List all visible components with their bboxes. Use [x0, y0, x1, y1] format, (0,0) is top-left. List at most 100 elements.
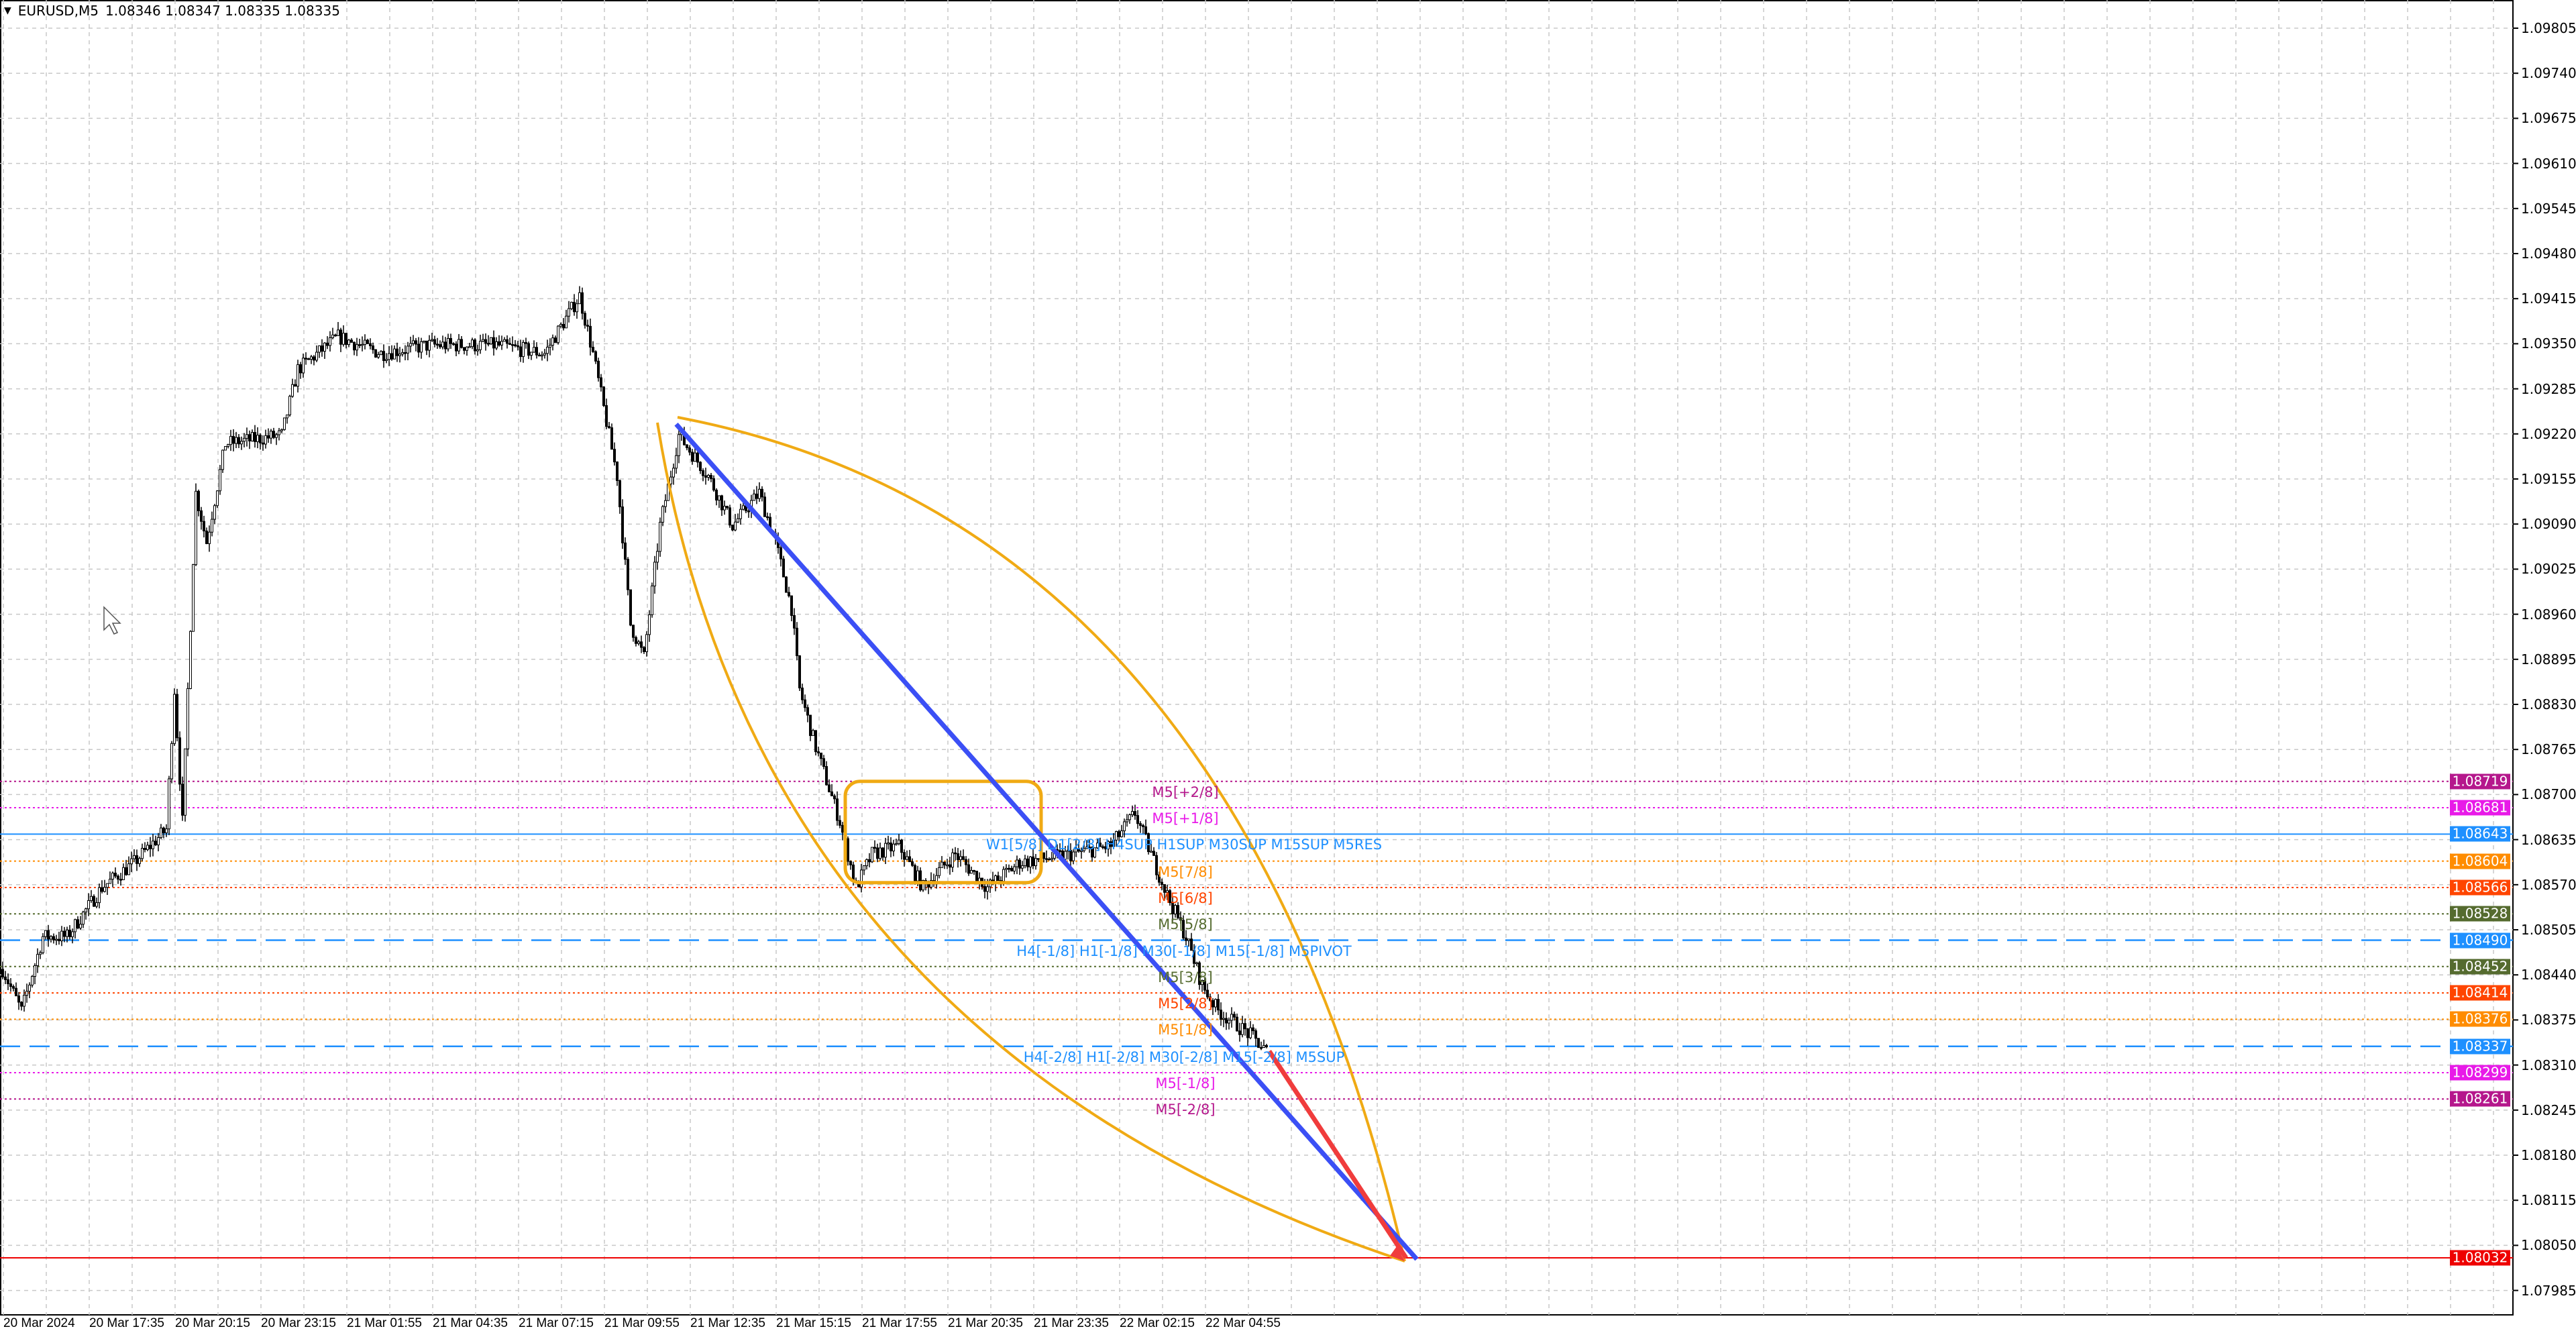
y-tick-label: 1.08830 [2521, 696, 2576, 712]
plot-border [0, 0, 2514, 1316]
candle [568, 301, 570, 323]
candle [519, 339, 522, 362]
candle [1163, 883, 1166, 901]
candle [729, 504, 731, 528]
candle [627, 557, 629, 596]
candle [1214, 998, 1217, 1012]
candle [1260, 1041, 1263, 1051]
candle [248, 430, 251, 449]
candle [315, 345, 318, 362]
candle [1110, 837, 1112, 855]
candle [342, 325, 345, 347]
candle [605, 398, 608, 429]
candle [610, 423, 613, 450]
x-tick-label: 21 Mar 17:55 [862, 1316, 937, 1330]
candle [326, 336, 329, 350]
candle [1051, 851, 1053, 862]
candle [203, 515, 205, 538]
candle [522, 339, 525, 363]
candle [382, 344, 385, 368]
candle [798, 655, 801, 692]
candle [55, 934, 58, 945]
range-box [843, 780, 1043, 885]
candle [313, 355, 315, 366]
candle [830, 784, 833, 796]
candle [1155, 851, 1158, 880]
candle [495, 337, 498, 350]
candle [334, 333, 337, 337]
candle [812, 729, 814, 737]
candle [93, 894, 95, 907]
candle [535, 342, 538, 359]
candle [833, 794, 836, 804]
x-tick-label: 21 Mar 01:55 [347, 1316, 422, 1330]
candle [895, 839, 898, 846]
candle [28, 982, 31, 998]
candle [801, 684, 804, 704]
candle [836, 791, 839, 826]
candle [715, 488, 718, 506]
candle [170, 741, 173, 784]
candle [288, 394, 291, 417]
candle [487, 335, 490, 347]
candle [1080, 847, 1083, 859]
candle [186, 682, 189, 757]
candle [1024, 855, 1026, 869]
candle [967, 858, 970, 876]
candle [951, 848, 954, 872]
candle [178, 731, 181, 792]
candle [138, 856, 141, 867]
candle [865, 858, 868, 870]
candle [1136, 810, 1139, 829]
candle [1252, 1024, 1254, 1035]
candle [356, 337, 358, 356]
candle [584, 311, 586, 329]
price-tag: 1.08261 [2450, 1091, 2510, 1107]
candle [1123, 818, 1126, 838]
candle [718, 495, 720, 508]
candle [471, 337, 474, 350]
candle [817, 746, 820, 757]
candle [761, 486, 763, 502]
candle [235, 431, 237, 449]
candle [1166, 884, 1169, 900]
candle [47, 924, 50, 947]
chart-header: ▼ EURUSD,M5 1.08346 1.08347 1.08335 1.08… [4, 3, 340, 19]
candle [404, 345, 407, 361]
candle [989, 878, 991, 894]
candle [4, 971, 7, 984]
y-tick-label: 1.09285 [2521, 380, 2576, 397]
x-tick-label: 22 Mar 04:55 [1205, 1316, 1281, 1330]
candle [36, 948, 39, 973]
candle [200, 506, 203, 530]
candle [133, 849, 136, 863]
candle [1139, 821, 1142, 833]
candle [176, 688, 178, 742]
candle [1254, 1028, 1257, 1047]
candle [1169, 889, 1171, 906]
candle [1088, 840, 1091, 853]
candle [52, 933, 55, 944]
candle [780, 544, 782, 567]
candle [34, 963, 36, 985]
candle [286, 414, 288, 424]
y-tick-label: 1.09740 [2521, 65, 2576, 82]
candle [366, 338, 369, 345]
candle [908, 849, 911, 863]
candle [565, 309, 568, 329]
x-tick-label: 20 Mar 2024 [3, 1316, 75, 1330]
candle [530, 352, 533, 360]
candle [390, 345, 393, 361]
candle [305, 352, 307, 365]
candle [962, 849, 965, 861]
candle [358, 338, 361, 349]
candle [758, 482, 761, 502]
candle [1225, 1012, 1228, 1030]
candle [417, 337, 420, 358]
candle [704, 468, 707, 485]
candle [7, 973, 9, 990]
dropdown-triangle-icon[interactable]: ▼ [4, 5, 11, 16]
candle [1190, 932, 1193, 951]
